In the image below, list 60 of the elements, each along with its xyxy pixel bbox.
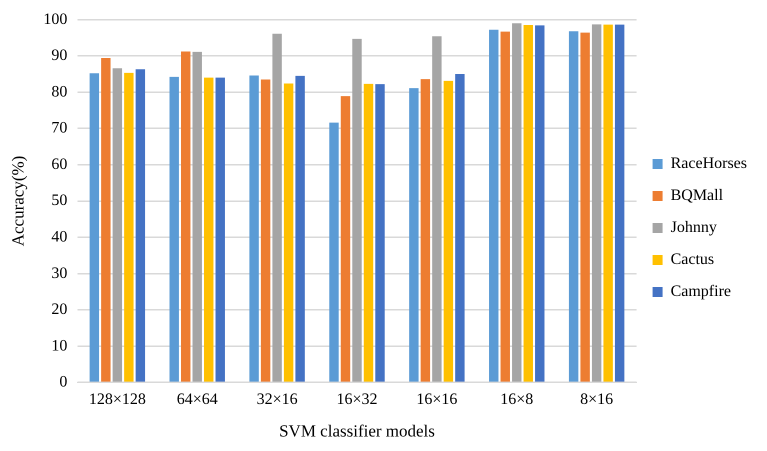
bar xyxy=(375,84,385,382)
bar xyxy=(500,32,510,382)
bar xyxy=(249,75,259,382)
x-tick-label: 16×8 xyxy=(500,391,534,408)
bar xyxy=(295,76,305,382)
y-tick-label: 70 xyxy=(51,120,68,137)
bar xyxy=(260,79,270,382)
x-tick-label: 64×64 xyxy=(176,391,218,408)
bar xyxy=(455,74,465,382)
bar xyxy=(409,88,419,382)
bar xyxy=(124,72,134,382)
bar xyxy=(364,84,374,382)
bar xyxy=(90,73,100,382)
legend-label: RaceHorses xyxy=(670,155,748,172)
x-tick-label: 32×16 xyxy=(256,391,298,408)
bar xyxy=(352,38,362,382)
x-axis-title: SVM classifier models xyxy=(279,421,435,440)
y-tick-label: 30 xyxy=(51,264,68,282)
bar xyxy=(284,83,294,382)
y-tick-label: 0 xyxy=(59,374,68,391)
y-tick-label: 20 xyxy=(51,301,68,318)
bar xyxy=(204,78,214,382)
bar xyxy=(568,31,578,382)
bar xyxy=(489,30,498,382)
y-tick-label: 60 xyxy=(51,156,68,173)
bar xyxy=(614,24,624,382)
y-tick-label: 90 xyxy=(51,47,68,64)
bar xyxy=(524,25,533,382)
bar xyxy=(272,34,282,382)
bar xyxy=(580,32,590,382)
bar xyxy=(432,36,442,382)
bar xyxy=(170,76,179,382)
x-tick-label: 16×32 xyxy=(336,391,378,408)
y-tick-label: 50 xyxy=(51,192,68,210)
bar xyxy=(535,25,544,382)
x-tick-label: 16×16 xyxy=(416,391,458,408)
legend-label: BQMall xyxy=(670,187,724,204)
legend-label: Johnny xyxy=(670,219,717,236)
bar xyxy=(112,68,122,382)
bar xyxy=(329,122,339,382)
x-tick-label: 128×128 xyxy=(88,391,146,408)
y-axis-title: Accuracy(%) xyxy=(8,156,28,246)
bar xyxy=(512,23,522,382)
bar xyxy=(444,80,454,382)
bar xyxy=(192,52,202,382)
bar xyxy=(136,69,146,382)
bar xyxy=(420,79,430,382)
legend-label: Cactus xyxy=(670,251,714,268)
bar xyxy=(216,78,225,382)
y-tick-label: 40 xyxy=(51,228,68,246)
bar xyxy=(603,24,613,382)
legend-label: Campfire xyxy=(670,283,732,300)
bar xyxy=(592,24,602,382)
bar xyxy=(181,52,190,382)
bar xyxy=(340,96,350,382)
y-tick-label: 10 xyxy=(51,337,68,354)
y-tick-label: 100 xyxy=(43,10,68,28)
bar xyxy=(101,58,111,382)
y-tick-label: 80 xyxy=(51,83,68,100)
x-tick-label: 8×16 xyxy=(580,391,614,408)
